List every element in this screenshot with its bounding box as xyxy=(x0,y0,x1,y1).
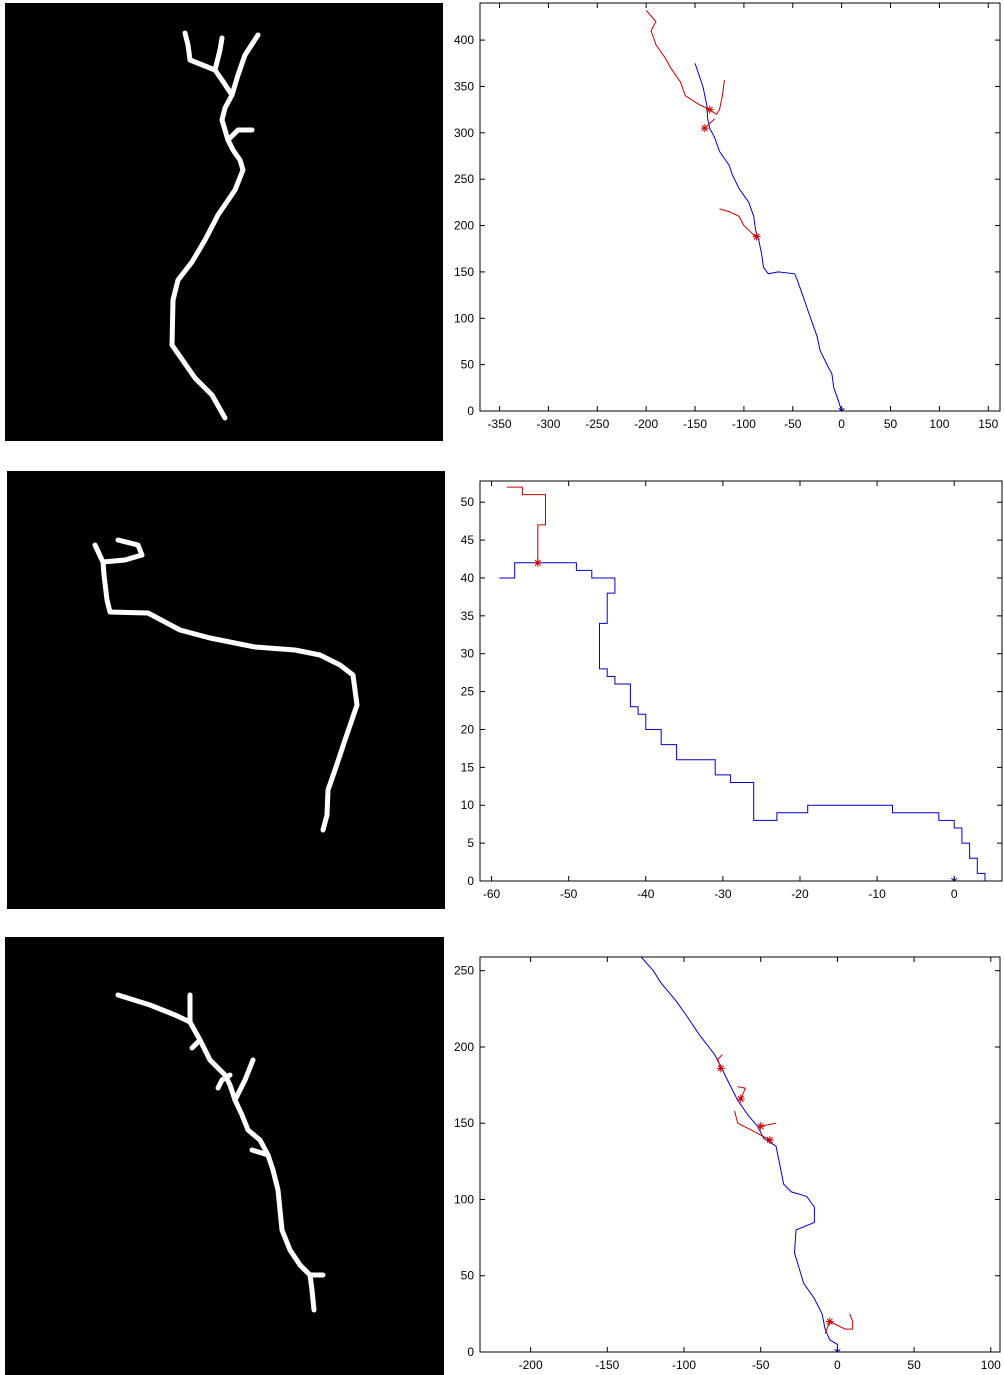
x-tick-label: -200 xyxy=(519,1358,543,1372)
x-tick-label: 100 xyxy=(981,1358,1001,1372)
skeleton xyxy=(212,35,225,73)
y-tick-label: 0 xyxy=(467,1345,474,1359)
x-tick-label: -100 xyxy=(672,1358,696,1372)
plot: -200 -150 -100 -50 0 50 100 0 50 100 150 200 250 xyxy=(454,956,1001,1372)
plot-area xyxy=(480,3,1000,411)
y-tick-label: 250 xyxy=(454,172,474,186)
y-tick-label: 0 xyxy=(467,874,474,888)
traces xyxy=(499,486,986,881)
skeleton xyxy=(249,1147,271,1158)
skeleton xyxy=(100,537,145,565)
skeleton-image xyxy=(7,471,445,909)
trace xyxy=(499,562,986,881)
star-marker xyxy=(736,1094,745,1103)
trace xyxy=(645,10,756,238)
y-tick-label: 30 xyxy=(461,647,475,661)
y-tick-label: 350 xyxy=(454,79,474,93)
skeleton xyxy=(115,992,317,1313)
x-tick-label: -30 xyxy=(714,887,732,901)
x-tick-label: -20 xyxy=(791,887,809,901)
plot-area xyxy=(480,481,1002,881)
y-tick-label: 15 xyxy=(461,760,475,774)
y-tick-label: 20 xyxy=(461,722,475,736)
star-marker xyxy=(705,105,714,114)
y-tick-label: 45 xyxy=(461,533,475,547)
trace xyxy=(717,1054,854,1334)
skeleton xyxy=(215,1072,233,1091)
plot-area xyxy=(480,957,1000,1352)
y-tick-label: 100 xyxy=(454,311,474,325)
image-background xyxy=(7,471,445,909)
axes-box xyxy=(479,480,1003,882)
x-tick-label: 0 xyxy=(838,417,845,431)
star-marker xyxy=(825,1317,834,1326)
y-tick-label: 25 xyxy=(461,685,475,699)
skeleton xyxy=(225,127,255,143)
star-marker xyxy=(533,558,542,567)
y-tick-label: 200 xyxy=(454,1040,474,1054)
y-tick-label: 400 xyxy=(454,33,474,47)
x-tick-label: -50 xyxy=(752,1358,770,1372)
traces xyxy=(645,10,846,411)
y-tick-label: 200 xyxy=(454,219,474,233)
skeleton xyxy=(92,542,360,833)
x-tick-label: 0 xyxy=(951,887,958,901)
axes-box xyxy=(479,2,1001,412)
x-tick-label: -250 xyxy=(585,417,609,431)
x-tick-label: -60 xyxy=(483,887,501,901)
plot: -350 -300 -250 -200 -150 -100 -50 0 50 100 150 0 50 1… xyxy=(454,2,1001,431)
x-tick-label: -150 xyxy=(683,417,707,431)
star-marker xyxy=(765,1136,774,1145)
star-marker xyxy=(752,232,761,241)
x-tick-label: -50 xyxy=(784,417,802,431)
x-tick-label: 0 xyxy=(834,1358,841,1372)
trace xyxy=(640,957,838,1352)
y-tick-label: 10 xyxy=(461,798,475,812)
plot: -60 -50 -40 -30 -20 -10 0 0 5 10 15 20 25 30 35 40 45 50 xyxy=(461,480,1003,901)
skeleton xyxy=(189,1037,203,1051)
y-tick-label: 5 xyxy=(467,836,474,850)
y-tick-label: 0 xyxy=(467,404,474,418)
y-tick-label: 300 xyxy=(454,126,474,140)
x-tick-label: -200 xyxy=(634,417,658,431)
image-background xyxy=(5,3,443,441)
star-marker xyxy=(700,124,709,133)
y-tick-label: 100 xyxy=(454,1192,474,1206)
x-tick-label: 50 xyxy=(884,417,898,431)
skeleton xyxy=(232,1057,256,1103)
star-marker xyxy=(756,1122,765,1131)
x-tick-label: -50 xyxy=(560,887,578,901)
x-tick-label: -100 xyxy=(732,417,756,431)
x-tick-label: -300 xyxy=(536,417,560,431)
y-tick-label: 150 xyxy=(454,265,474,279)
x-tick-label: -10 xyxy=(868,887,886,901)
x-tick-label: -350 xyxy=(488,417,512,431)
x-tick-label: -40 xyxy=(637,887,655,901)
skeleton xyxy=(182,30,235,98)
image-background xyxy=(5,937,444,1375)
y-tick-label: 35 xyxy=(461,609,475,623)
x-tick-label: 100 xyxy=(929,417,949,431)
y-tick-label: 50 xyxy=(461,1269,475,1283)
x-tick-label: -150 xyxy=(595,1358,619,1372)
y-tick-label: 50 xyxy=(461,495,475,509)
skeleton-image xyxy=(5,937,444,1375)
axes-box xyxy=(479,956,1001,1353)
traces xyxy=(640,957,854,1352)
star-marker xyxy=(716,1064,725,1073)
y-tick-label: 40 xyxy=(461,571,475,585)
x-tick-label: 150 xyxy=(978,417,998,431)
skeleton-image xyxy=(5,3,443,441)
y-tick-label: 150 xyxy=(454,1116,474,1130)
y-tick-label: 50 xyxy=(461,358,475,372)
trace xyxy=(694,63,843,411)
y-tick-label: 250 xyxy=(454,964,474,978)
x-tick-label: 50 xyxy=(907,1358,921,1372)
trace xyxy=(507,486,546,563)
